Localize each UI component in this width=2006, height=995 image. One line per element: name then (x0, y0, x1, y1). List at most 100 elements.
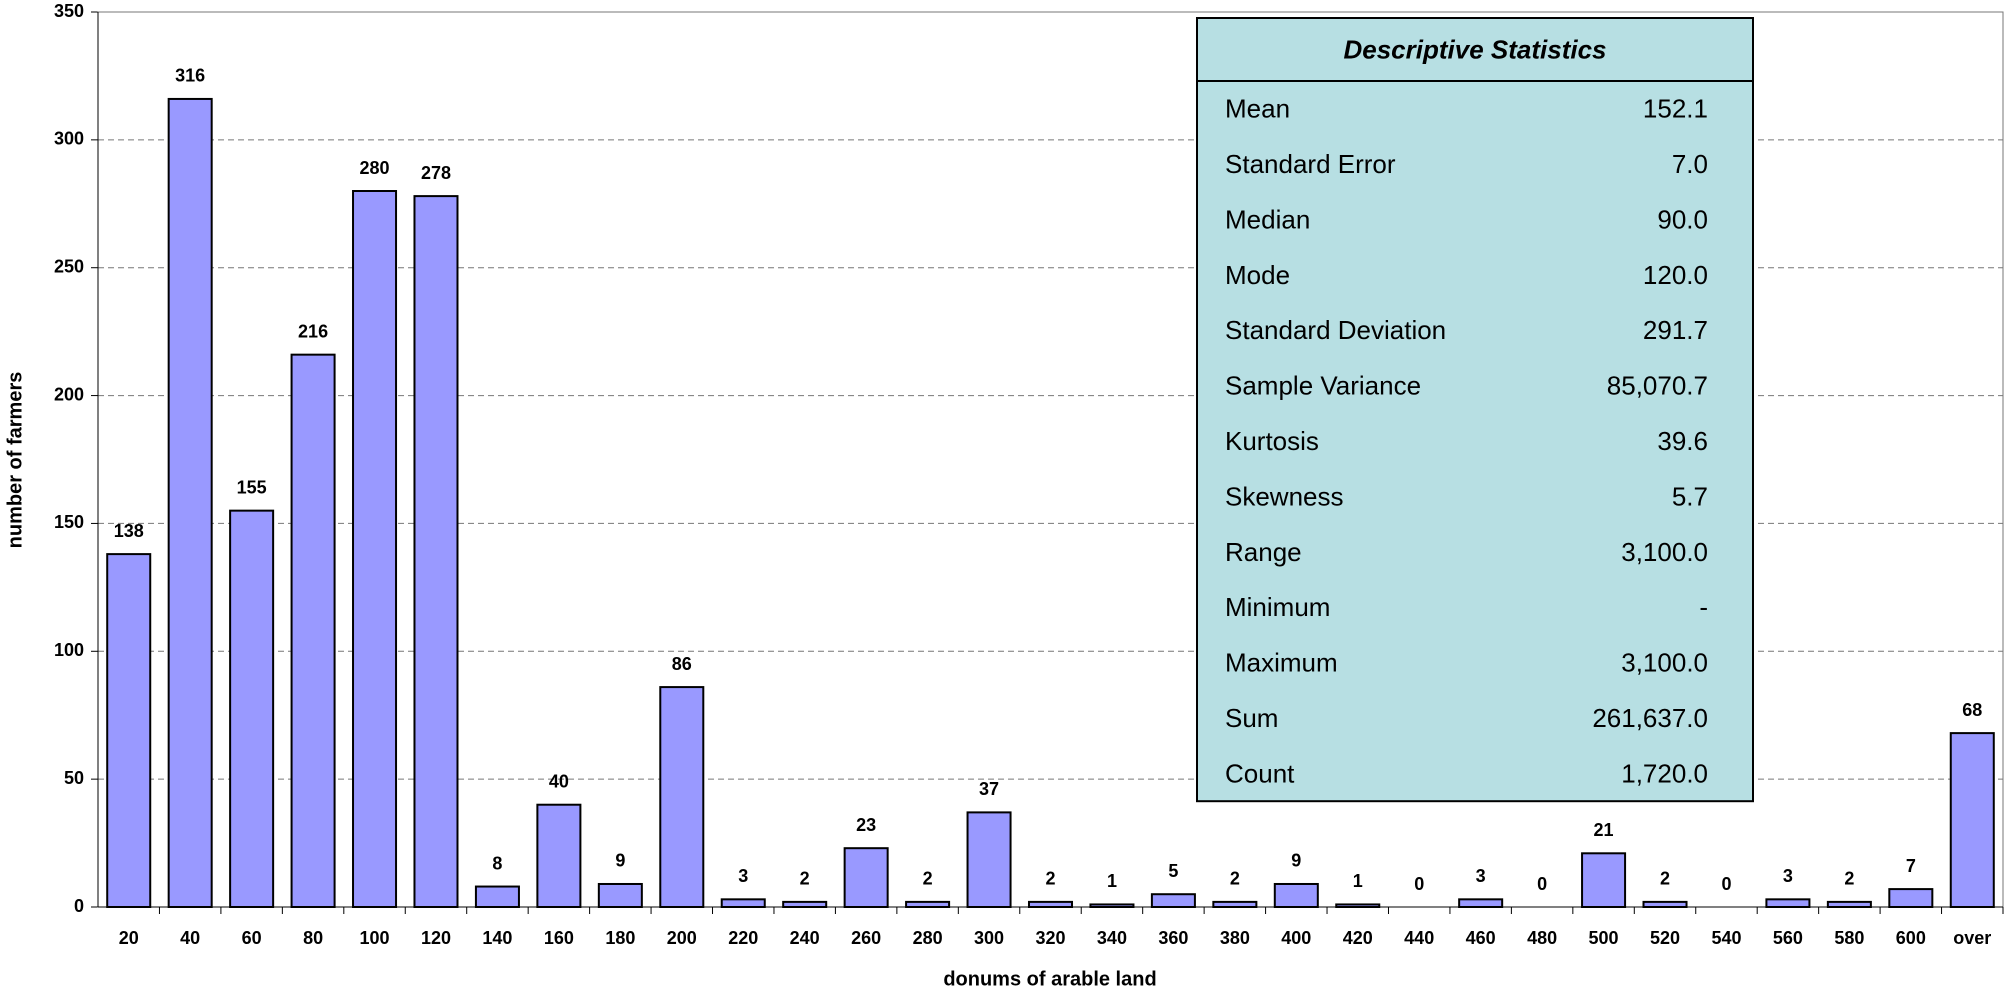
bar (1642, 900, 1688, 909)
x-tick-label: 520 (1650, 928, 1680, 948)
stats-title: Descriptive Statistics (1343, 34, 1606, 64)
value-label: 21 (1594, 820, 1614, 840)
stats-label: Range (1225, 537, 1302, 567)
stats-label: Maximum (1225, 648, 1338, 678)
x-tick-label: 20 (119, 928, 139, 948)
x-tick-label: 380 (1220, 928, 1250, 948)
stats-value: 90.0 (1657, 204, 1708, 234)
bar (1335, 903, 1381, 909)
x-tick-label: 540 (1711, 928, 1741, 948)
value-label: 138 (114, 521, 144, 541)
value-label: 37 (979, 779, 999, 799)
value-label: 155 (237, 477, 267, 497)
stats-value: 7.0 (1672, 149, 1708, 179)
value-label: 2 (1045, 869, 1055, 889)
stats-label: Sample Variance (1225, 371, 1421, 401)
bar (474, 885, 520, 908)
value-label: 3 (1783, 866, 1793, 886)
y-tick-label: 200 (54, 384, 84, 404)
stats-value: 85,070.7 (1607, 371, 1708, 401)
value-label: 23 (856, 815, 876, 835)
stats-label: Standard Error (1225, 149, 1396, 179)
x-tick-label: 120 (421, 928, 451, 948)
value-label: 2 (800, 869, 810, 889)
value-label: 1 (1353, 871, 1363, 891)
bar (352, 190, 398, 908)
x-tick-label: 420 (1343, 928, 1373, 948)
stats-value: - (1699, 592, 1708, 622)
bar (659, 686, 705, 908)
value-label: 9 (1291, 851, 1301, 871)
x-tick-label: 480 (1527, 928, 1557, 948)
value-label: 40 (549, 771, 569, 791)
x-tick-label: 440 (1404, 928, 1434, 948)
value-label: 2 (1844, 869, 1854, 889)
bar (597, 882, 643, 909)
bar (1273, 882, 1319, 909)
value-label: 68 (1962, 700, 1982, 720)
stats-box (1196, 17, 1754, 803)
x-tick-label: 460 (1466, 928, 1496, 948)
stats-value: 291.7 (1643, 315, 1708, 345)
stats-label: Kurtosis (1225, 426, 1319, 456)
x-tick-label: 60 (242, 928, 262, 948)
stats-value: 3,100.0 (1621, 648, 1708, 678)
value-label: 0 (1721, 874, 1731, 894)
stats-label: Minimum (1225, 592, 1330, 622)
stats-value: 120.0 (1643, 260, 1708, 290)
bar (1765, 898, 1811, 908)
value-label: 9 (615, 851, 625, 871)
bar (1888, 888, 1934, 908)
x-tick-label: 500 (1589, 928, 1619, 948)
x-tick-label: 140 (482, 928, 512, 948)
bar (106, 553, 152, 908)
y-tick-label: 250 (54, 256, 84, 276)
value-label: 3 (1476, 866, 1486, 886)
bar (1581, 852, 1627, 908)
x-tick-label: 320 (1035, 928, 1065, 948)
bar (720, 898, 766, 908)
stats-label: Sum (1225, 703, 1278, 733)
bar (1949, 732, 1995, 908)
value-label: 2 (1230, 869, 1240, 889)
stats-label: Mode (1225, 260, 1290, 290)
x-tick-label: 100 (360, 928, 390, 948)
x-tick-label: 160 (544, 928, 574, 948)
y-tick-label: 350 (54, 1, 84, 21)
y-axis-title: number of farmers (4, 372, 26, 549)
y-tick-label: 0 (74, 896, 84, 916)
value-label: 0 (1414, 874, 1424, 894)
stats-value: 1,720.0 (1621, 758, 1708, 788)
bar (290, 353, 336, 908)
stats-label: Mean (1225, 94, 1290, 124)
x-tick-label: 200 (667, 928, 697, 948)
value-label: 7 (1906, 856, 1916, 876)
x-tick-label: 580 (1834, 928, 1864, 948)
value-label: 3 (738, 866, 748, 886)
bar (413, 195, 459, 909)
bar (167, 97, 213, 908)
value-label: 316 (175, 66, 205, 86)
bar (229, 509, 275, 908)
bar (1150, 893, 1196, 909)
value-label: 278 (421, 163, 451, 183)
y-tick-label: 150 (54, 512, 84, 532)
bar (536, 803, 582, 909)
value-label: 8 (492, 853, 502, 873)
y-tick-label: 100 (54, 640, 84, 660)
value-label: 280 (360, 158, 390, 178)
stats-label: Median (1225, 204, 1310, 234)
x-tick-label: 220 (728, 928, 758, 948)
x-tick-label: 560 (1773, 928, 1803, 948)
stats-value: 3,100.0 (1621, 537, 1708, 567)
x-tick-label: over (1953, 928, 1991, 948)
x-tick-label: 180 (605, 928, 635, 948)
bar (843, 847, 889, 909)
value-label: 5 (1168, 861, 1178, 881)
x-tick-label: 80 (303, 928, 323, 948)
bar (1826, 900, 1872, 909)
x-axis-title: donums of arable land (943, 968, 1156, 990)
x-tick-label: 340 (1097, 928, 1127, 948)
value-label: 2 (923, 869, 933, 889)
